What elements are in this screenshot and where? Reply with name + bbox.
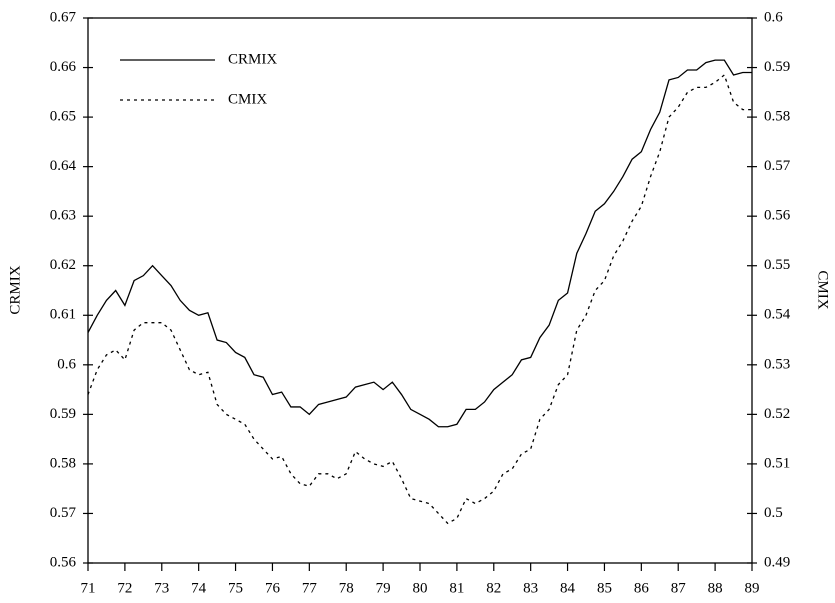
y-tick-label: 0.61 — [50, 307, 76, 323]
y-tick-label: 0.58 — [50, 455, 76, 471]
x-tick-label: 89 — [745, 580, 760, 596]
x-tick-label: 73 — [154, 580, 169, 596]
y-tick-label: 0.64 — [50, 158, 77, 174]
y-tick-label: 0.56 — [50, 554, 77, 570]
x-tick-label: 82 — [486, 580, 501, 596]
y2-tick-label: 0.5 — [764, 505, 783, 521]
y-tick-label: 0.62 — [50, 257, 76, 273]
y2-tick-label: 0.52 — [764, 406, 790, 422]
x-tick-label: 75 — [228, 580, 243, 596]
x-tick-label: 85 — [597, 580, 612, 596]
x-tick-label: 87 — [671, 580, 687, 596]
y-tick-label: 0.65 — [50, 109, 76, 125]
y-tick-label: 0.6 — [57, 356, 76, 372]
y2-tick-label: 0.53 — [764, 356, 790, 372]
x-tick-label: 71 — [81, 580, 96, 596]
y2-tick-label: 0.56 — [764, 208, 791, 224]
x-tick-label: 80 — [413, 580, 428, 596]
y-tick-label: 0.59 — [50, 406, 76, 422]
x-tick-label: 77 — [302, 580, 318, 596]
legend-label: CRMIX — [228, 51, 277, 67]
legend-label: CMIX — [228, 91, 267, 107]
x-tick-label: 76 — [265, 580, 281, 596]
y-tick-label: 0.57 — [50, 505, 77, 521]
x-tick-label: 74 — [191, 580, 207, 596]
x-tick-label: 78 — [339, 580, 354, 596]
x-tick-label: 83 — [523, 580, 538, 596]
plot-frame — [87, 17, 753, 564]
x-tick-label: 81 — [449, 580, 464, 596]
y-tick-label: 0.67 — [50, 9, 77, 25]
y-axis-label: CRMIX — [7, 265, 23, 314]
x-tick-label: 72 — [117, 580, 132, 596]
y2-tick-label: 0.6 — [764, 9, 783, 25]
x-tick-label: 88 — [708, 580, 723, 596]
y2-axis-label: CMIX — [815, 270, 831, 309]
x-tick-label: 84 — [560, 580, 576, 596]
y2-tick-label: 0.51 — [764, 455, 790, 471]
y2-tick-label: 0.49 — [764, 554, 790, 570]
y-tick-label: 0.66 — [50, 59, 77, 75]
data-line — [87, 73, 752, 525]
y2-tick-label: 0.55 — [764, 257, 790, 273]
y2-tick-label: 0.54 — [764, 307, 791, 323]
y2-tick-label: 0.59 — [764, 59, 790, 75]
data-line — [87, 59, 752, 428]
y2-tick-label: 0.57 — [764, 158, 791, 174]
x-tick-label: 86 — [634, 580, 650, 596]
y-tick-label: 0.63 — [50, 208, 76, 224]
x-tick-label: 79 — [376, 580, 391, 596]
y2-tick-label: 0.58 — [764, 109, 790, 125]
